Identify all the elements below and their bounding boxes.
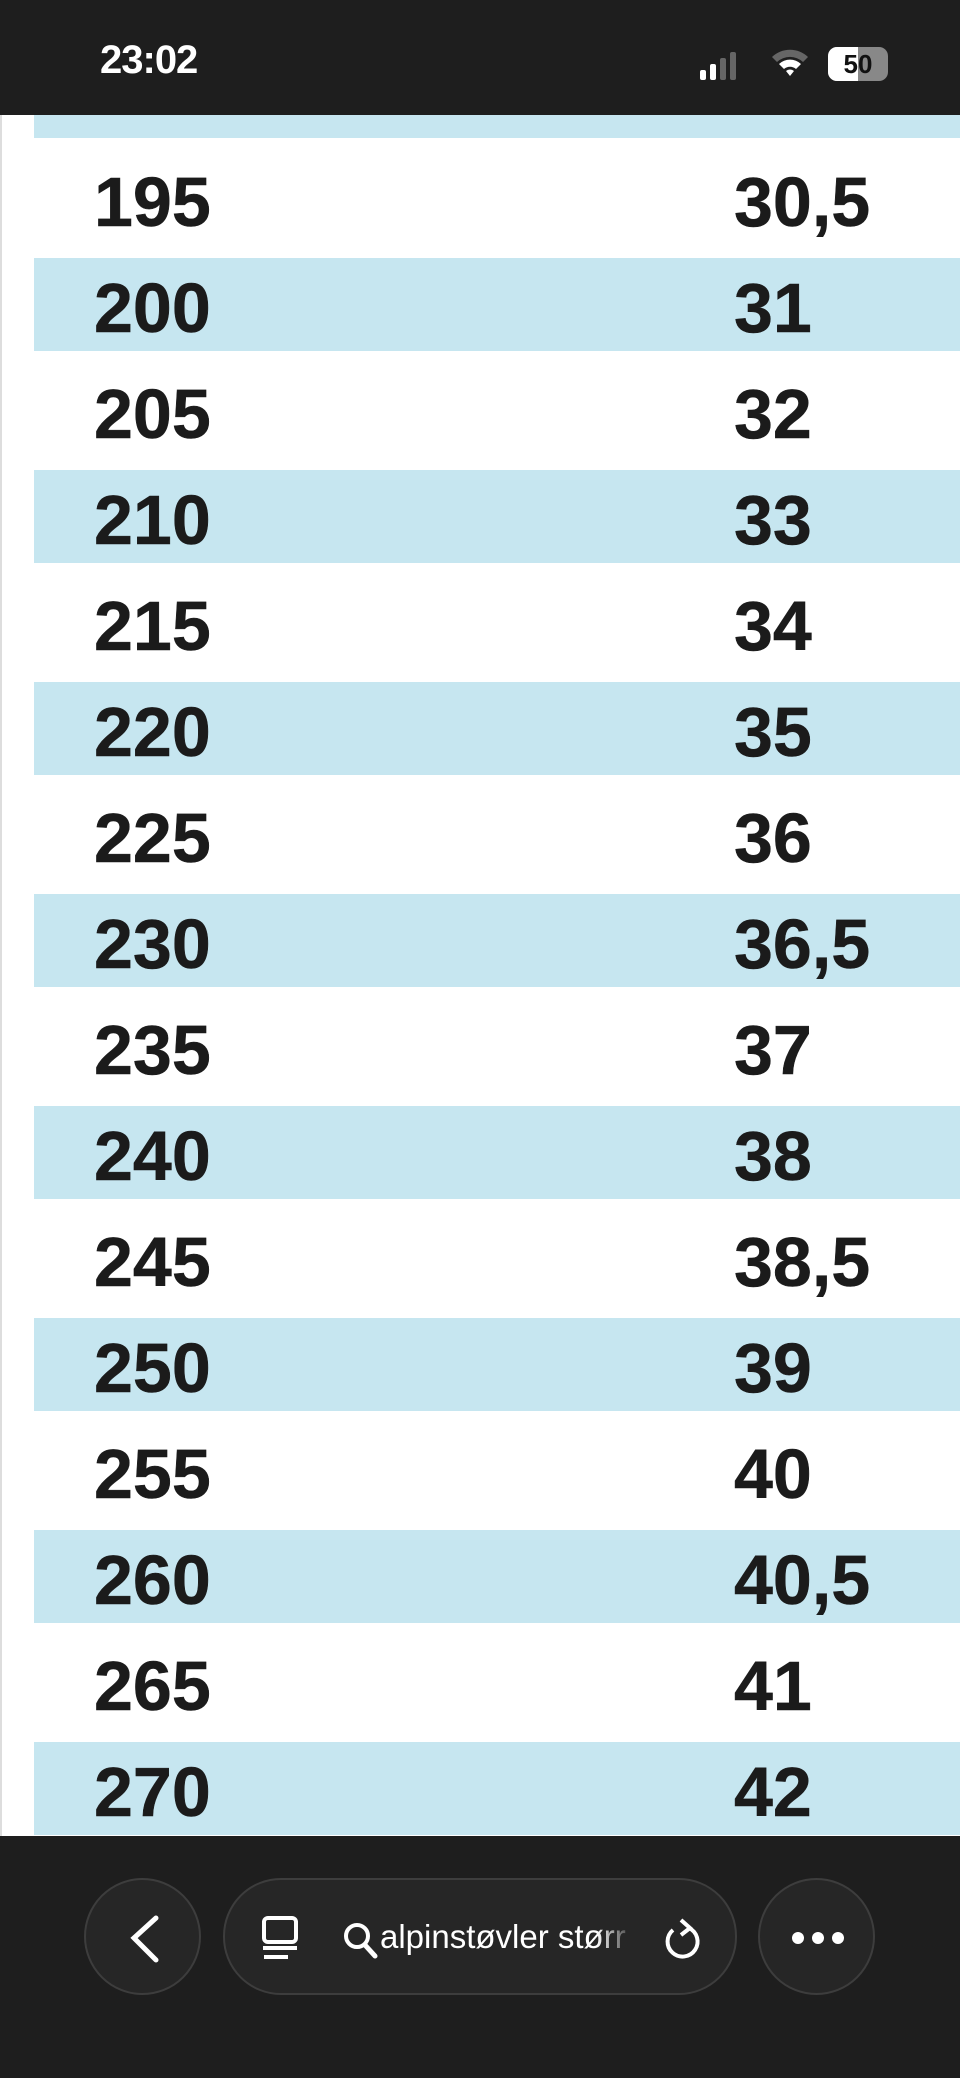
table-row-partial: [34, 115, 960, 138]
size-mm: 230: [94, 905, 211, 984]
size-eu: 42: [734, 1753, 812, 1832]
status-bar: 23:02 50: [0, 0, 960, 115]
size-eu: 40: [734, 1435, 812, 1514]
size-mm: 225: [94, 799, 211, 878]
size-eu: 31: [734, 269, 812, 348]
size-eu: 33: [734, 481, 812, 560]
size-mm: 240: [94, 1117, 211, 1196]
size-mm: 235: [94, 1011, 211, 1090]
size-mm: 205: [94, 375, 211, 454]
size-eu: 38: [734, 1117, 812, 1196]
size-eu: 37: [734, 1011, 812, 1090]
size-mm: 200: [94, 269, 211, 348]
address-bar[interactable]: alpinstøvler størr: [223, 1878, 737, 1995]
size-eu: 39: [734, 1329, 812, 1408]
battery-percent: 50: [843, 49, 873, 79]
page-content[interactable]: 195 30,5 200 31 205 32 210 33 215 34 220 35 225 36 230…: [0, 115, 960, 1836]
back-button[interactable]: [84, 1878, 201, 1995]
size-eu: 36,5: [734, 905, 871, 984]
size-mm: 250: [94, 1329, 211, 1408]
table-row: 205 32: [34, 364, 960, 457]
size-mm: 260: [94, 1541, 211, 1620]
table-row: 230 36,5: [34, 894, 960, 987]
battery-indicator: 50: [828, 47, 888, 81]
table-row: 255 40: [34, 1424, 960, 1517]
size-mm: 245: [94, 1223, 211, 1302]
table-row: 260 40,5: [34, 1530, 960, 1623]
size-mm: 220: [94, 693, 211, 772]
size-eu: 35: [734, 693, 812, 772]
size-eu: 32: [734, 375, 812, 454]
more-icon: [792, 1932, 844, 1944]
tabs-icon: [262, 1916, 298, 1959]
size-eu: 40,5: [734, 1541, 871, 1620]
size-eu: 34: [734, 587, 812, 666]
reload-icon[interactable]: [661, 1916, 703, 1962]
table-row: 240 38: [34, 1106, 960, 1199]
size-mm: 255: [94, 1435, 211, 1514]
table-row: 270 42: [34, 1742, 960, 1835]
size-eu: 41: [734, 1647, 812, 1726]
wifi-icon: [772, 49, 808, 76]
browser-toolbar: alpinstøvler størr: [0, 1836, 960, 2078]
size-eu: 36: [734, 799, 812, 878]
size-mm: 265: [94, 1647, 211, 1726]
size-mm: 270: [94, 1753, 211, 1832]
table-row: 235 37: [34, 1000, 960, 1093]
table-row: 265 41: [34, 1636, 960, 1729]
size-mm: 210: [94, 481, 211, 560]
size-mm: 215: [94, 587, 211, 666]
address-text: alpinstøvler størr: [380, 1918, 626, 1955]
clock: 23:02: [100, 38, 198, 82]
table-row: 225 36: [34, 788, 960, 881]
cellular-signal-icon: [700, 52, 736, 80]
table-row: 215 34: [34, 576, 960, 669]
search-icon: [344, 1923, 378, 1959]
table-row: 220 35: [34, 682, 960, 775]
size-eu: 38,5: [734, 1223, 871, 1302]
size-eu: 30,5: [734, 163, 871, 242]
more-button[interactable]: [758, 1878, 875, 1995]
table-row: 210 33: [34, 470, 960, 563]
table-row: 245 38,5: [34, 1212, 960, 1305]
size-mm: 195: [94, 163, 211, 242]
table-row: 200 31: [34, 258, 960, 351]
back-icon: [130, 1915, 159, 1963]
table-row: 250 39: [34, 1318, 960, 1411]
table-row: 195 30,5: [34, 152, 960, 245]
